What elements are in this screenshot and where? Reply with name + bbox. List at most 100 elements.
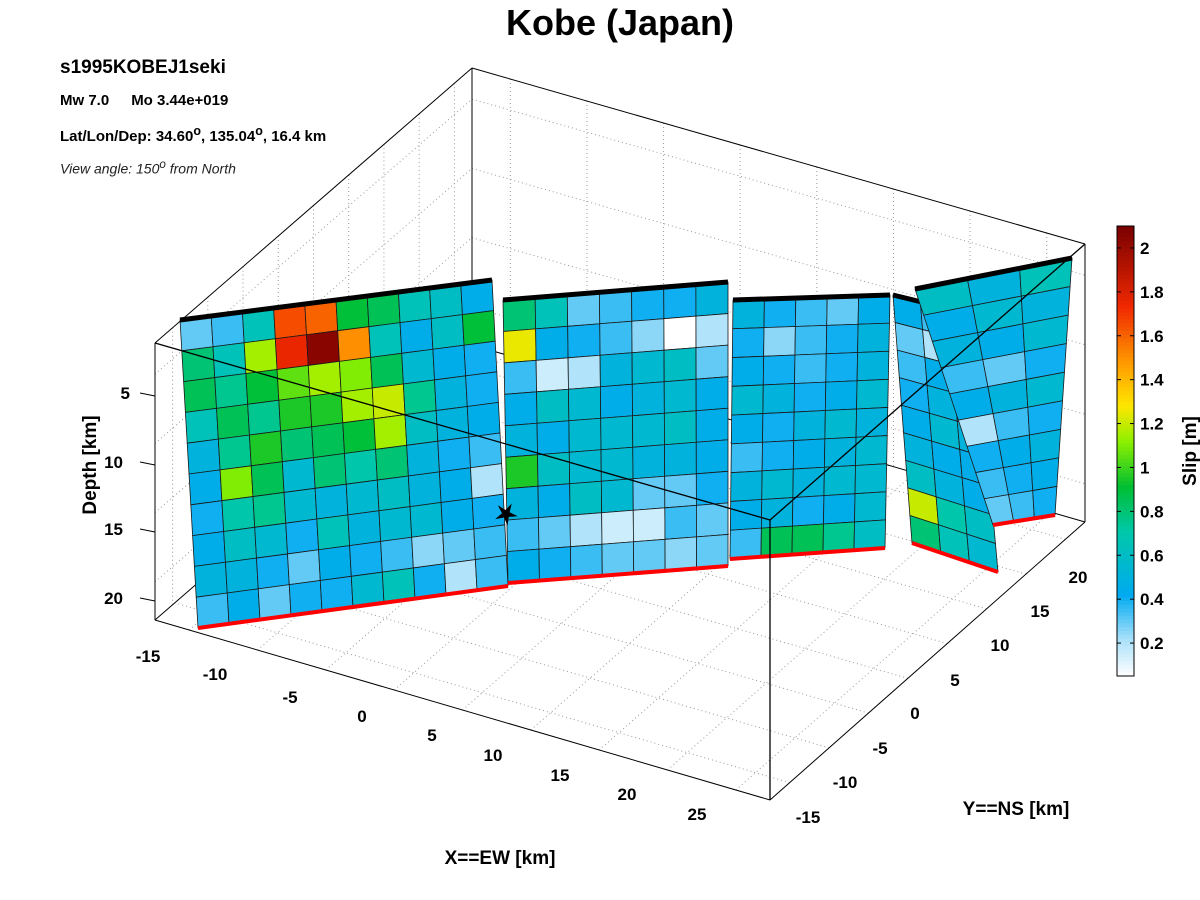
colorbar-swatch	[1117, 608, 1134, 613]
colorbar-swatch	[1117, 421, 1134, 426]
colorbar-swatch	[1117, 432, 1134, 437]
colorbar-swatch	[1117, 338, 1134, 343]
slip-patch	[435, 406, 470, 442]
slip-patch	[375, 444, 409, 481]
location-info: Lat/Lon/Dep: 34.60o, 135.04o, 16.4 km	[60, 124, 326, 145]
colorbar-swatch	[1117, 623, 1134, 628]
slip-patch	[823, 493, 856, 525]
colorbar-swatch	[1117, 424, 1134, 430]
colorbar-swatch	[1117, 604, 1134, 610]
slip-patch	[340, 387, 375, 424]
slip-patch	[792, 495, 825, 527]
slip-patch	[470, 463, 504, 499]
slip-patch	[695, 439, 729, 475]
colorbar-tick-label: 0.2	[1140, 634, 1164, 653]
colorbar-swatch	[1117, 282, 1134, 287]
y-tick-label: 20	[1069, 568, 1088, 587]
y-axis-label: Y==NS [km]	[963, 799, 1070, 820]
slip-patch	[663, 347, 697, 383]
colorbar-swatch	[1117, 308, 1134, 313]
slip-patch	[569, 480, 603, 516]
slip-patch	[380, 536, 414, 573]
degree-mark-lon: o	[255, 124, 263, 138]
slip-patch	[411, 532, 445, 569]
colorbar-swatch	[1117, 349, 1134, 355]
slip-patch	[857, 322, 890, 353]
fault-top-edge	[732, 292, 891, 303]
colorbar-swatch	[1117, 668, 1134, 673]
slip-patch	[763, 297, 797, 329]
colorbar-swatch	[1117, 274, 1134, 280]
colorbar-tick-label: 1.4	[1140, 371, 1164, 390]
slip-patch	[822, 521, 855, 553]
colorbar-swatch	[1117, 619, 1134, 625]
colorbar-swatch	[1117, 511, 1134, 516]
slip-patch	[183, 377, 217, 413]
fault-top-edge	[502, 279, 729, 303]
colorbar-swatch	[1117, 357, 1134, 362]
location-dep: , 16.4 km	[262, 128, 327, 145]
slip-patch	[280, 426, 314, 463]
slip-patch	[696, 534, 729, 569]
slip-patch	[407, 471, 442, 508]
slip-patch	[337, 326, 371, 362]
slip-patch	[285, 518, 319, 555]
z-tick-mark	[139, 461, 156, 466]
slip-patch	[219, 465, 254, 502]
colorbar-swatch	[1117, 413, 1134, 418]
box-edge	[154, 619, 771, 801]
fault-patches	[179, 255, 1073, 630]
colorbar-swatch	[1117, 638, 1134, 643]
slip-patch	[212, 342, 247, 379]
colorbar-swatch	[1117, 582, 1134, 587]
colorbar-tick-label: 0.6	[1140, 546, 1164, 565]
slip-patch	[440, 497, 475, 534]
colorbar-swatch	[1117, 364, 1134, 370]
slip-patch	[378, 506, 413, 542]
slip-patch	[312, 453, 347, 489]
colorbar-swatch	[1117, 466, 1134, 471]
slip-patch	[216, 403, 250, 440]
slip-patch	[792, 438, 826, 470]
colorbar-swatch	[1117, 612, 1134, 617]
slip-patch	[283, 487, 318, 524]
colorbar-swatch	[1117, 469, 1134, 475]
colorbar-swatch	[1117, 522, 1134, 527]
colorbar-tick-label: 1.8	[1140, 283, 1164, 302]
slip-patch	[399, 318, 434, 354]
colorbar-swatch	[1117, 402, 1134, 407]
slip-patch	[223, 526, 257, 563]
colorbar-swatch	[1117, 293, 1134, 298]
y-tick-label: -15	[796, 808, 821, 827]
colorbar-swatch	[1117, 548, 1134, 553]
colorbar-swatch	[1117, 473, 1134, 478]
slip-patch	[600, 478, 634, 514]
slip-patch	[823, 465, 856, 497]
slip-patch	[225, 557, 259, 594]
colorbar-swatch	[1117, 627, 1134, 632]
colorbar-tick-label: 0.8	[1140, 502, 1164, 521]
slip-patch	[824, 380, 858, 411]
fault-segment-5	[914, 255, 1073, 527]
z-tick-label: 10	[104, 453, 123, 472]
slip-patch	[695, 376, 729, 412]
slip-patch	[633, 538, 666, 574]
slip-patch	[731, 384, 764, 416]
slip-patch	[793, 381, 827, 413]
colorbar-swatch	[1117, 657, 1134, 662]
fault-top-edge	[179, 277, 493, 323]
box-edge-front	[154, 342, 771, 521]
slip-patch	[274, 334, 309, 370]
slip-patch	[663, 378, 697, 414]
slip-patch	[794, 296, 828, 327]
colorbar-swatch	[1117, 477, 1134, 482]
slip-patch	[732, 298, 765, 330]
slip-patch	[243, 338, 278, 374]
colorbar-swatch	[1117, 507, 1134, 512]
slip-patch	[1029, 428, 1062, 464]
slip-patch	[599, 289, 633, 325]
slip-patch	[217, 434, 252, 471]
slip-patch	[214, 373, 249, 409]
event-id: s1995KOBEJ1seki	[60, 57, 226, 78]
slip-patch	[345, 479, 380, 516]
